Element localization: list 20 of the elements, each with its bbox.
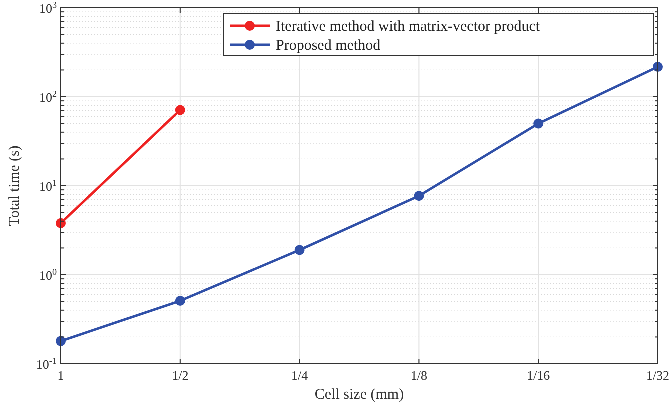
point	[294, 245, 305, 256]
y-tick-label: 10$^{0}$	[39, 267, 58, 283]
x-axis-title: Cell size (mm)	[314, 387, 404, 403]
x-tick-label: 1	[58, 368, 64, 383]
y-tick-label: 10$^{-1}$	[36, 356, 57, 372]
point	[414, 191, 424, 202]
legend-label: Proposed method	[276, 38, 382, 54]
y-tick-label: 10$^{1}$	[39, 178, 57, 194]
x-tick-label: 1/2	[172, 368, 189, 383]
x-tick-label: 1/16	[527, 368, 551, 383]
legend-label: Iterative method with matrix-vector product	[276, 19, 541, 35]
x-tick-label: 1/32	[646, 368, 670, 383]
point	[175, 296, 186, 306]
x-tick-label: 1/4	[291, 368, 309, 383]
x-tick-label: 1/8	[410, 368, 428, 383]
point	[534, 118, 544, 129]
y-tick-label: 10$^{2}$	[39, 89, 58, 105]
point	[175, 105, 186, 116]
y-axis-title: Total time (s)	[7, 146, 23, 226]
y-tick-label: 10$^{3}$	[39, 0, 58, 16]
